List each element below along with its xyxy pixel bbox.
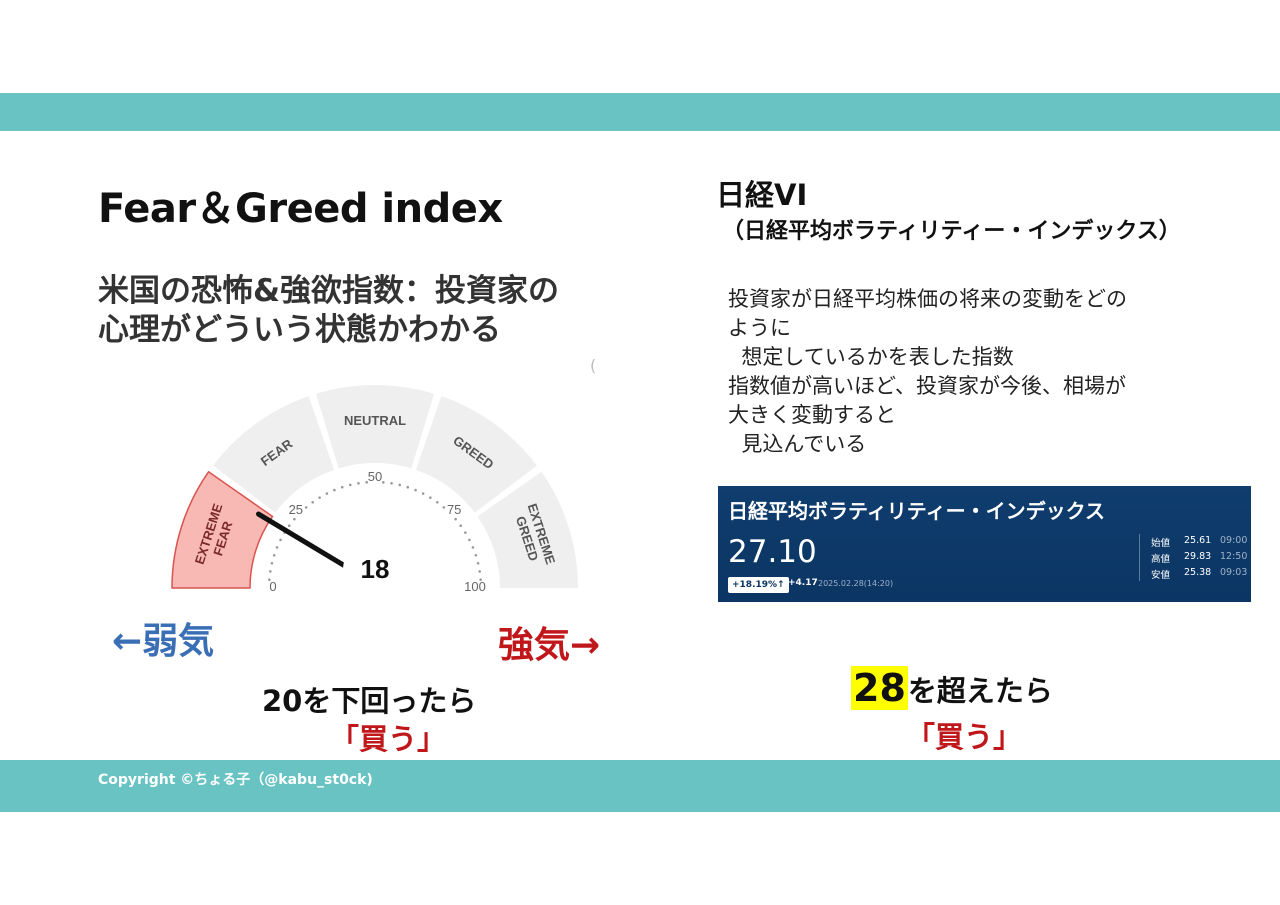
vi-row-value: 29.83 [1184, 551, 1212, 562]
fear-greed-gauge: EXTREMEFEARFEARNEUTRALGREEDEXTREMEGREED … [171, 385, 578, 593]
gauge-dot [459, 524, 463, 527]
vi-row-value: 25.61 [1184, 535, 1212, 546]
nikkei-vi-condition: 28を超えたら [851, 666, 1053, 710]
gauge-value: 18 [361, 554, 390, 584]
nikkei-vi-buy: 「買う」 [906, 720, 1023, 754]
nikkei-vi-subtitle: （日経平均ボラティリティー・インデックス） [722, 219, 1181, 244]
gauge-dot [275, 546, 279, 549]
gauge-segment [315, 385, 435, 469]
fear-greed-buy: 「買う」 [330, 722, 447, 756]
gauge-dot [429, 496, 432, 499]
gauge-dot [357, 482, 360, 485]
gauge-dot [471, 546, 475, 549]
gauge-dot [340, 485, 344, 489]
vi-row-time: 09:00 [1220, 535, 1248, 546]
desc-line: ように [728, 316, 791, 340]
gauge-dot [365, 481, 368, 484]
gauge-dot [442, 506, 446, 509]
gauge-segment [415, 396, 537, 513]
condition-number: 28 [851, 666, 908, 710]
copyright: Copyright ©ちょる子（@kabu_st0ck) [98, 772, 373, 788]
fear-greed-subtitle: 米国の恐怖&強欲指数：投資家の 心理がどういう状態かわかる [98, 272, 678, 350]
vi-current-value: 27.10 [728, 534, 817, 570]
gauge-dot [382, 481, 385, 484]
gauge-dot [279, 538, 282, 542]
nikkei-vi-description: 投資家が日経平均株価の将来の変動をどの ように 想定しているかを表した指数 指数… [728, 285, 1208, 459]
gauge-dot [454, 517, 457, 521]
up-arrow-icon: ↑ [777, 580, 785, 590]
gauge-dot [293, 517, 296, 521]
vi-row-time: 09:03 [1220, 567, 1248, 578]
gauge-dot [304, 506, 308, 509]
nikkei-vi-title: 日経VI [716, 178, 808, 212]
gauge-dot [464, 531, 467, 534]
gauge-tick-labels: 0 25 50 75 100 [269, 469, 485, 593]
desc-line: 想定しているかを表した指数 [728, 345, 1014, 369]
gauge-dot [421, 492, 425, 495]
gauge-needle [255, 511, 348, 569]
top-band [0, 93, 1280, 131]
fear-greed-condition: 20を下回ったら [262, 684, 477, 718]
gauge-hub [343, 538, 407, 593]
subtitle-line-2: 心理がどういう状態かわかる [98, 312, 501, 348]
gauge-segment [213, 396, 335, 513]
vi-row-label: 高値 [1151, 554, 1171, 565]
vi-change-badge: +18.19%↑ [728, 577, 789, 593]
gauge-tick-label: 25 [289, 502, 303, 517]
gauge-dot [318, 496, 321, 499]
gauge-dot [272, 553, 276, 557]
vi-row-value: 25.38 [1184, 567, 1212, 578]
gauge-dot [474, 553, 478, 557]
condition-text: を超えたら [907, 674, 1053, 708]
gauge-segment [171, 470, 274, 589]
gauge-tick-label: 75 [447, 502, 461, 517]
desc-line: 見込んでいる [728, 432, 867, 456]
gauge-segment [477, 471, 578, 588]
desc-line: 投資家が日経平均株価の将来の変動をどの [728, 287, 1127, 311]
gauge-dot [436, 500, 439, 504]
vi-change-pct: +18.19% [732, 580, 778, 590]
gauge-tick-label: 0 [269, 579, 276, 593]
gauge-tick-label: 50 [368, 469, 382, 484]
gauge-dot [348, 483, 352, 487]
subtitle-line-1: 米国の恐怖&強欲指数：投資家の [98, 273, 560, 309]
gauge-dot [398, 483, 402, 487]
gauge-dot [478, 570, 481, 573]
gauge-dot [269, 570, 272, 573]
gauge-dot [287, 524, 291, 527]
vi-row-label: 安値 [1151, 570, 1171, 581]
gauge-segments [171, 385, 578, 589]
gauge-tick-label: 100 [464, 579, 486, 593]
vi-card-title: 日経平均ボラティリティー・インデックス [728, 499, 1105, 523]
vi-datetime: 2025.02.28(14:20) [818, 579, 894, 588]
paren-mark: ( [590, 356, 597, 375]
gauge-dot [476, 561, 480, 565]
desc-line: 指数値が高いほど、投資家が今後、相場が [728, 374, 1126, 398]
bottom-band [0, 760, 1280, 812]
nikkei-vi-quote-card: 日経平均ボラティリティー・インデックス 27.10 +18.19%↑ +4.17… [718, 486, 1251, 602]
gauge-dot [311, 500, 314, 504]
gauge-dot [479, 578, 482, 581]
weak-label: ←弱気 [112, 621, 215, 662]
fear-greed-title: Fear＆Greed index [98, 186, 503, 232]
gauge-dot [325, 492, 329, 495]
gauge-dot [414, 488, 417, 492]
strong-label: 強気→ [498, 625, 601, 666]
vi-row-time: 12:50 [1220, 551, 1248, 562]
gauge-dot [333, 488, 336, 492]
gauge-dot [270, 561, 274, 565]
gauge-segment-label: NEUTRAL [344, 413, 406, 428]
gauge-dot [390, 482, 393, 485]
gauge-dot [468, 538, 471, 542]
desc-line: 大きく変動すると [728, 403, 896, 427]
vi-change-value: +4.17 [788, 578, 818, 588]
vi-divider [1139, 534, 1140, 581]
gauge-dot [268, 578, 271, 581]
vi-row-label: 始値 [1151, 538, 1171, 549]
gauge-dot [406, 485, 410, 489]
